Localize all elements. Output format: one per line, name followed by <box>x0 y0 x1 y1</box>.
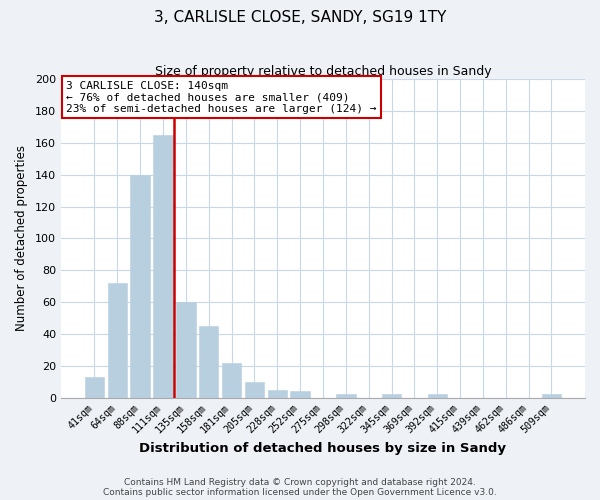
Bar <box>176 302 196 398</box>
Bar <box>199 326 218 398</box>
Bar <box>154 135 173 398</box>
Bar <box>382 394 401 398</box>
Bar <box>85 377 104 398</box>
Bar <box>290 392 310 398</box>
Bar <box>222 362 241 398</box>
Bar <box>130 174 150 398</box>
X-axis label: Distribution of detached houses by size in Sandy: Distribution of detached houses by size … <box>139 442 506 455</box>
Bar <box>268 390 287 398</box>
Bar <box>336 394 356 398</box>
Title: Size of property relative to detached houses in Sandy: Size of property relative to detached ho… <box>155 65 491 78</box>
Bar <box>107 283 127 398</box>
Text: Contains HM Land Registry data © Crown copyright and database right 2024.
Contai: Contains HM Land Registry data © Crown c… <box>103 478 497 497</box>
Text: 3, CARLISLE CLOSE, SANDY, SG19 1TY: 3, CARLISLE CLOSE, SANDY, SG19 1TY <box>154 10 446 25</box>
Y-axis label: Number of detached properties: Number of detached properties <box>15 146 28 332</box>
Text: 3 CARLISLE CLOSE: 140sqm
← 76% of detached houses are smaller (409)
23% of semi-: 3 CARLISLE CLOSE: 140sqm ← 76% of detach… <box>66 81 377 114</box>
Bar <box>245 382 264 398</box>
Bar <box>542 394 561 398</box>
Bar <box>428 394 447 398</box>
